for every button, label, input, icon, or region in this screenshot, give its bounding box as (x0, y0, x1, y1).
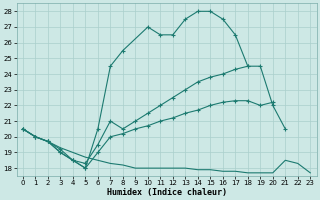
X-axis label: Humidex (Indice chaleur): Humidex (Indice chaleur) (107, 188, 227, 197)
